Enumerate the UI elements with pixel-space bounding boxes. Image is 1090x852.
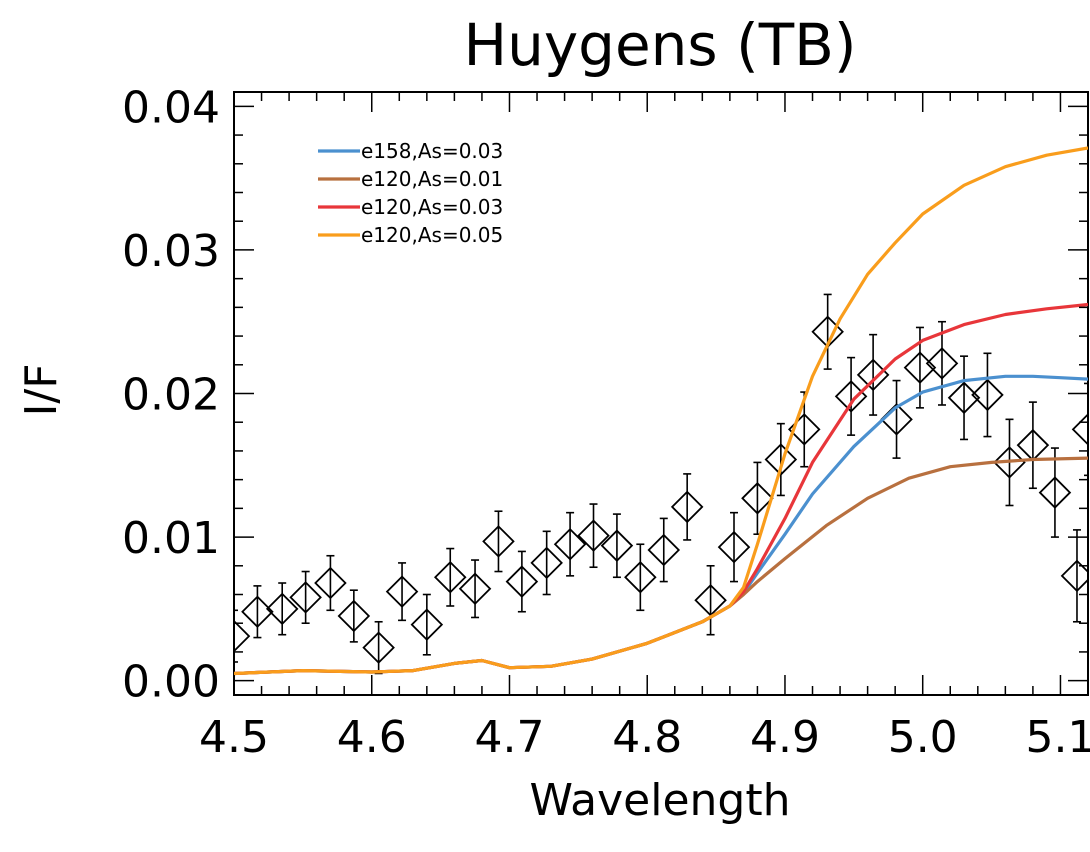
data-point [505, 550, 539, 613]
diamond-marker [971, 378, 1004, 412]
x-tick-label: 4.7 [474, 712, 544, 763]
data-point [647, 517, 681, 583]
data-point [362, 620, 395, 675]
diamond-marker [482, 525, 515, 558]
series-line [234, 302, 1088, 676]
y-axis: 0.00 0.01 0.02 0.03 0.04 [122, 82, 1088, 708]
data-point [234, 609, 251, 663]
diamond-marker [289, 581, 322, 614]
x-axis-label: Wavelength [529, 775, 790, 826]
observations [234, 293, 1088, 675]
diamond-marker [1038, 476, 1072, 509]
series-line [234, 374, 1088, 676]
data-point [880, 379, 913, 459]
data-point [458, 559, 492, 619]
diamond-marker [505, 565, 539, 598]
data-point [925, 320, 959, 406]
data-point [624, 543, 657, 612]
data-point [1016, 401, 1050, 490]
legend-label: e120,As=0.01 [361, 167, 503, 191]
data-point [410, 593, 444, 656]
diamond-marker [600, 529, 634, 562]
data-point [530, 530, 563, 596]
diamond-marker [764, 443, 798, 476]
plot-area [233, 91, 1089, 696]
diamond-marker [624, 560, 657, 594]
data-point [482, 510, 515, 573]
data-point [241, 585, 274, 639]
x-tick-label: 4.5 [199, 712, 269, 763]
diamond-marker [385, 575, 419, 608]
data-point [577, 503, 610, 569]
diamond-marker [577, 519, 610, 552]
data-point [1038, 447, 1072, 538]
diamond-marker [530, 546, 563, 580]
data-point [433, 547, 467, 607]
legend: e158,As=0.03 e120,As=0.01 e120,As=0.03 e120… [318, 139, 503, 247]
diamond-marker [717, 530, 751, 564]
diamond-marker [903, 351, 937, 384]
data-point [670, 473, 704, 541]
data-point [811, 293, 844, 370]
diamond-marker [647, 533, 681, 567]
diamond-marker [314, 566, 347, 600]
data-point [717, 511, 751, 583]
diamond-marker [410, 608, 444, 641]
x-tick-label: 4.8 [612, 712, 682, 763]
diamond-marker [337, 599, 371, 633]
diamond-marker [1071, 413, 1088, 446]
y-tick-label: 0.04 [122, 82, 220, 133]
model-curves [234, 146, 1088, 676]
diamond-marker [458, 572, 492, 606]
diamond-marker [433, 560, 467, 594]
series-line [234, 146, 1088, 676]
chart-title: Huygens (TB) [463, 11, 856, 79]
diamond-marker [362, 631, 395, 664]
x-axis: 4.5 4.6 4.7 4.8 4.9 5.0 5.1 [199, 92, 1090, 763]
diamond-marker [234, 619, 251, 653]
diamond-marker [670, 490, 704, 524]
data-point [314, 554, 347, 612]
y-tick-label: 0.03 [122, 226, 220, 277]
data-point [385, 562, 419, 622]
data-point [553, 511, 587, 577]
data-point [289, 570, 322, 625]
x-tick-label: 4.9 [750, 712, 820, 763]
legend-label: e120,As=0.05 [361, 223, 503, 247]
diamond-marker [1060, 559, 1088, 593]
series-line [234, 456, 1088, 676]
diamond-marker [241, 595, 274, 629]
data-point [265, 582, 299, 636]
data-point [337, 589, 371, 643]
y-tick-label: 0.02 [122, 370, 220, 421]
data-point [834, 356, 868, 436]
y-axis-label: I/F [16, 363, 67, 416]
data-point [741, 461, 774, 536]
y-tick-label: 0.01 [122, 513, 220, 564]
data-point [971, 352, 1004, 438]
legend-label: e120,As=0.03 [361, 195, 503, 219]
data-point [1060, 529, 1088, 623]
data-point [856, 333, 890, 416]
x-tick-label: 5.0 [888, 712, 958, 763]
data-point [764, 422, 798, 497]
diamond-marker [265, 592, 299, 626]
diamond-marker [741, 482, 774, 515]
data-point [1071, 382, 1088, 477]
legend-label: e158,As=0.03 [361, 139, 503, 163]
x-tick-label: 5.1 [1025, 712, 1090, 763]
y-tick-label: 0.00 [122, 657, 220, 708]
data-point [600, 513, 634, 579]
diamond-marker [993, 446, 1026, 479]
diamond-marker [925, 347, 959, 380]
diamond-marker [553, 527, 587, 561]
x-tick-label: 4.6 [337, 712, 407, 763]
